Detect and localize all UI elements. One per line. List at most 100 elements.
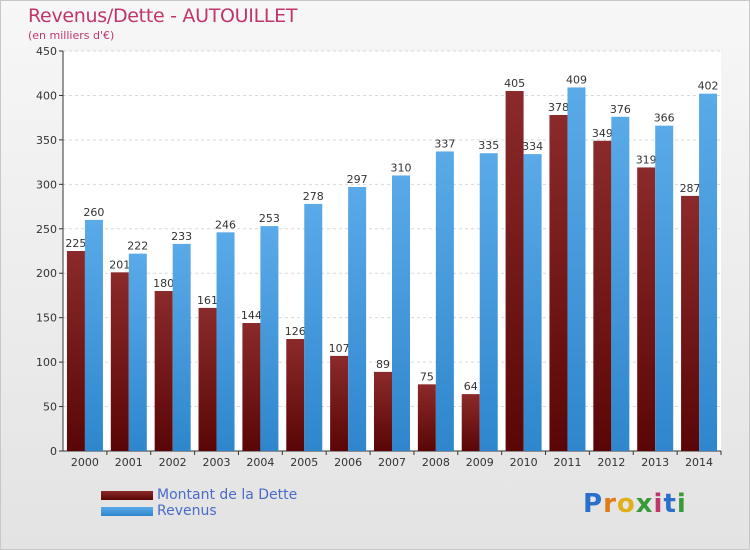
legend: Montant de la Dette Revenus <box>101 487 297 519</box>
bar-revenus <box>260 226 279 451</box>
data-label-dette: 319 <box>636 153 657 166</box>
legend-swatch-revenus <box>101 506 153 516</box>
y-tick-label: 400 <box>36 89 57 102</box>
bar-revenus <box>523 154 542 451</box>
chart-subtitle: (en milliers d'€) <box>28 29 115 42</box>
data-label-dette: 161 <box>197 294 218 307</box>
logo-letter: x <box>635 489 654 519</box>
logo-letter: i <box>653 489 664 519</box>
y-tick-label: 250 <box>36 223 57 236</box>
bar-revenus <box>304 203 323 451</box>
chart-title: Revenus/Dette - AUTOUILLET <box>28 5 298 27</box>
y-tick-label: 100 <box>36 356 57 369</box>
bar-revenus <box>699 93 718 452</box>
data-label-dette: 201 <box>109 258 130 271</box>
x-tick-label: 2003 <box>203 456 231 469</box>
x-tick-label: 2011 <box>553 456 581 469</box>
data-label-revenus: 376 <box>610 103 631 116</box>
bar-dette <box>242 323 261 451</box>
data-label-revenus: 335 <box>478 139 499 152</box>
logo-letter: o <box>616 489 636 519</box>
proxiti-logo: Proxiti <box>583 489 687 519</box>
bar-revenus <box>128 253 147 451</box>
bar-revenus <box>655 125 674 452</box>
data-label-dette: 64 <box>464 380 478 393</box>
bar-dette <box>505 91 524 451</box>
bar-dette <box>417 384 436 451</box>
data-label-dette: 180 <box>153 277 174 290</box>
x-tick-label: 2009 <box>466 456 494 469</box>
data-label-revenus: 337 <box>434 137 455 150</box>
data-label-revenus: 222 <box>127 240 148 253</box>
x-tick-label: 2012 <box>597 456 625 469</box>
bar-dette <box>110 272 129 451</box>
data-label-revenus: 366 <box>654 112 675 125</box>
bar-dette <box>286 339 305 451</box>
data-label-revenus: 246 <box>215 218 236 231</box>
data-label-revenus: 334 <box>522 140 543 153</box>
legend-swatch-dette <box>101 490 153 500</box>
data-label-revenus: 402 <box>698 80 719 93</box>
x-tick-label: 2014 <box>685 456 713 469</box>
y-tick-label: 350 <box>36 134 57 147</box>
bar-revenus <box>611 116 630 452</box>
data-label-dette: 75 <box>420 370 434 383</box>
data-label-dette: 144 <box>241 309 262 322</box>
data-label-dette: 378 <box>548 101 569 114</box>
x-tick-label: 2005 <box>290 456 318 469</box>
data-label-dette: 89 <box>376 358 390 371</box>
logo-letter: P <box>583 489 604 519</box>
bar-revenus <box>567 87 586 451</box>
bar-dette <box>198 307 217 451</box>
logo-letter: r <box>603 489 617 519</box>
bar-dette <box>374 371 392 451</box>
bar-revenus <box>435 151 454 451</box>
bar-revenus <box>392 175 410 451</box>
bar-revenus <box>479 153 498 451</box>
y-tick-label: 0 <box>50 445 57 458</box>
bar-dette <box>154 291 173 451</box>
legend-label-dette: Montant de la Dette <box>157 487 298 503</box>
data-label-dette: 287 <box>680 182 701 195</box>
bar-dette <box>681 195 700 451</box>
data-label-dette: 225 <box>65 237 86 250</box>
logo-letter: t <box>663 489 677 519</box>
bar-revenus <box>348 187 367 451</box>
bar-dette <box>66 251 85 451</box>
bar-revenus <box>172 243 191 451</box>
x-tick-label: 2006 <box>334 456 362 469</box>
bar-revenus <box>216 232 235 451</box>
bar-dette <box>461 394 480 451</box>
data-label-revenus: 260 <box>83 206 104 219</box>
legend-label-revenus: Revenus <box>157 503 217 519</box>
bar-dette <box>637 167 656 451</box>
logo-letter: i <box>676 489 687 519</box>
bar-dette <box>330 355 349 451</box>
x-tick-label: 2000 <box>71 456 99 469</box>
data-label-revenus: 297 <box>347 173 368 186</box>
bar-dette <box>549 115 568 451</box>
data-label-revenus: 409 <box>566 73 587 86</box>
data-label-revenus: 310 <box>391 161 412 174</box>
y-tick-label: 300 <box>36 178 57 191</box>
data-label-dette: 405 <box>504 77 525 90</box>
data-label-dette: 107 <box>329 342 350 355</box>
data-label-dette: 349 <box>592 127 613 140</box>
y-tick-label: 450 <box>36 45 57 58</box>
x-tick-label: 2010 <box>510 456 538 469</box>
bar-dette <box>593 140 612 451</box>
y-tick-label: 200 <box>36 267 57 280</box>
x-tick-label: 2013 <box>641 456 669 469</box>
x-tick-label: 2002 <box>159 456 187 469</box>
bar-revenus <box>84 219 103 451</box>
x-tick-label: 2008 <box>422 456 450 469</box>
x-tick-label: 2004 <box>246 456 274 469</box>
x-tick-label: 2001 <box>115 456 143 469</box>
x-tick-label: 2007 <box>378 456 406 469</box>
data-label-revenus: 253 <box>259 212 280 225</box>
legend-item-dette: Montant de la Dette <box>101 487 297 503</box>
y-tick-label: 50 <box>43 401 57 414</box>
y-tick-label: 150 <box>36 312 57 325</box>
